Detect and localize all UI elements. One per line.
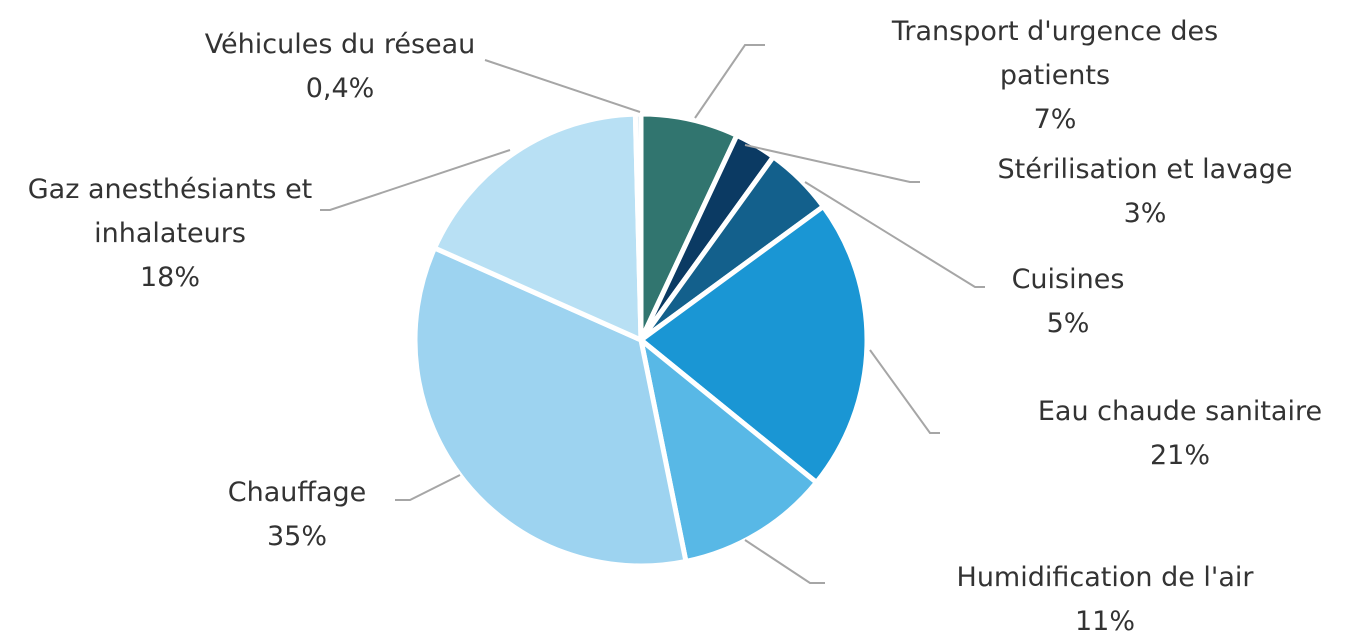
leader-line (484, 59, 641, 113)
pie-slice (638, 203, 870, 485)
value-label: 11% (1074, 606, 1135, 631)
leader-line (869, 349, 940, 434)
pie-slice (412, 245, 689, 569)
slice-label: Humidification de l'air 11% (905, 556, 1305, 631)
leader-line (694, 44, 765, 119)
category-label: Transport d'urgence des patients (891, 16, 1219, 91)
slice-label: Véhicules du réseau 0,4% (140, 23, 540, 111)
value-label: 0,4% (305, 73, 375, 104)
category-label: Cuisines (1011, 264, 1125, 295)
leader-line (804, 181, 985, 288)
value-label: 5% (1046, 308, 1090, 339)
value-label: 35% (266, 521, 327, 552)
category-label: Véhicules du réseau (204, 29, 476, 60)
leader-line (320, 149, 511, 211)
pie-slice (638, 337, 819, 564)
pie-slice (432, 111, 644, 343)
category-label: Humidification de l'air (956, 562, 1254, 593)
slice-label: Transport d'urgence des patients 7% (845, 10, 1265, 142)
category-label: Eau chaude sanitaire (1037, 396, 1323, 427)
leader-line (395, 474, 461, 501)
slice-label: Eau chaude sanitaire 21% (980, 390, 1361, 478)
value-label: 7% (1033, 104, 1077, 135)
category-label: Gaz anesthésiants et inhalateurs (27, 174, 313, 249)
leader-line (744, 144, 920, 183)
value-label: 21% (1149, 440, 1210, 471)
leader-line (744, 539, 825, 584)
slice-label: Stérilisation et lavage 3% (945, 148, 1345, 236)
value-label: 3% (1123, 198, 1167, 229)
slice-label: Chauffage 35% (147, 471, 447, 559)
category-label: Stérilisation et lavage (997, 154, 1293, 185)
category-label: Chauffage (227, 477, 367, 508)
slice-label: Cuisines 5% (918, 258, 1218, 346)
slice-label: Gaz anesthésiants et inhalateurs 18% (20, 168, 320, 300)
pie-slice (632, 111, 644, 343)
value-label: 18% (139, 262, 200, 293)
